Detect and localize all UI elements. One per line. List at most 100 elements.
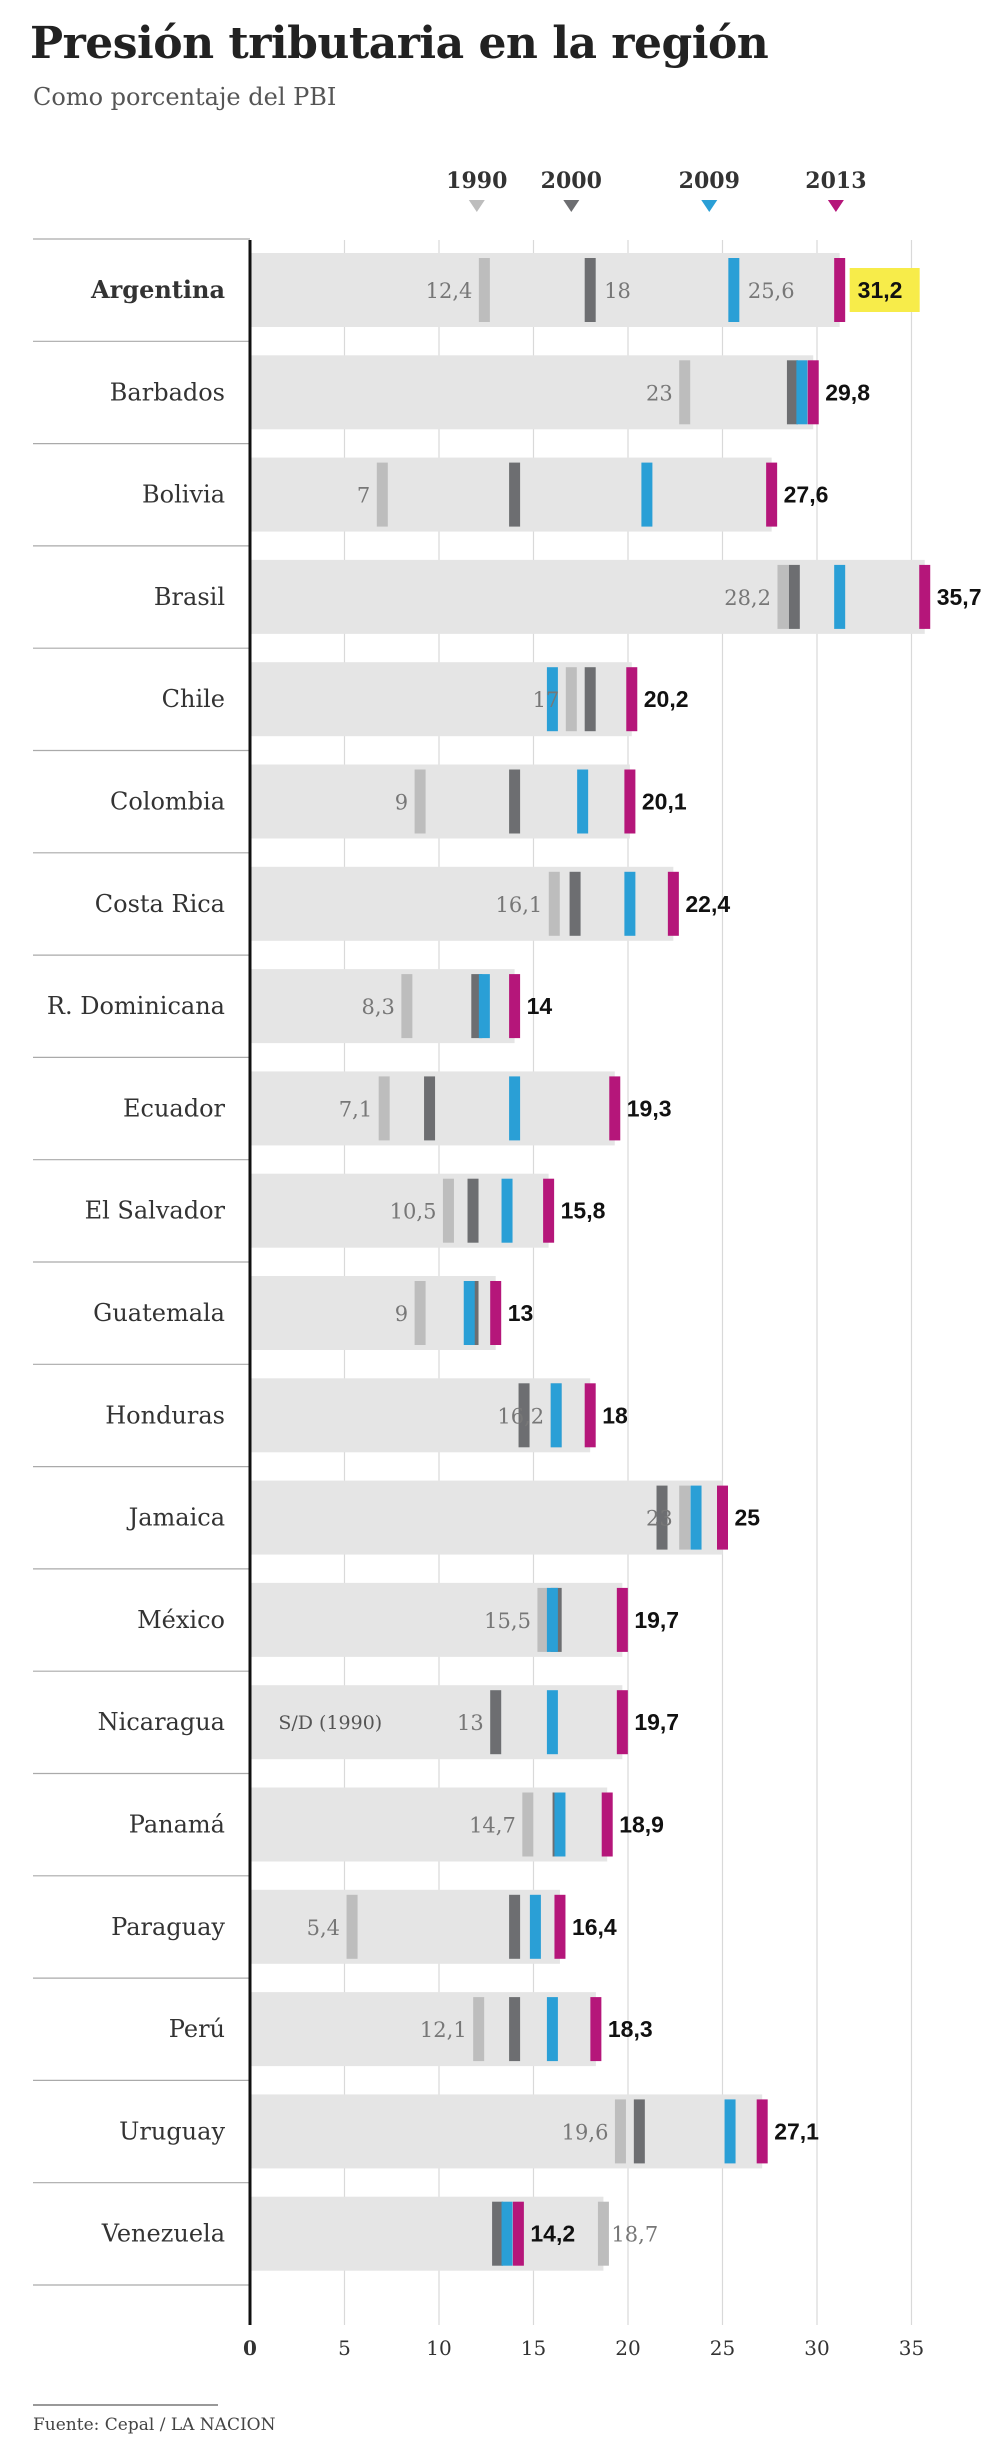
row-bar [250,866,674,941]
value-label-2013: 13 [508,1300,534,1326]
marker-2009 [624,871,636,936]
marker-2013 [834,258,846,322]
marker-2009 [509,1076,521,1141]
country-label: Chile [162,685,225,713]
country-label: Argentina [90,275,225,304]
value-label-1990: 18,7 [611,2223,658,2247]
marker-2000 [467,1178,479,1243]
marker-1990 [565,667,577,732]
country-label: Perú [169,2015,225,2043]
row-bar [250,355,814,430]
value-label-2013: 19,7 [634,1709,679,1735]
marker-1990 [478,258,490,322]
value-label-2013: 15,8 [561,1198,606,1224]
row-bar [250,1685,623,1760]
legend-label: 2013 [805,168,866,194]
marker-2000 [788,564,800,629]
marker-2013 [807,360,819,425]
value-label-2013: 20,1 [642,789,687,815]
marker-1990 [346,1894,358,1959]
country-label: Ecuador [123,1094,226,1122]
row-bar [250,253,840,327]
country-label: México [137,1606,225,1634]
legend-label: 1990 [446,168,507,194]
marker-2000 [492,2201,504,2266]
marker-2000 [518,1383,530,1448]
value-label-2013: 27,6 [784,482,829,508]
row-bar [250,2094,763,2169]
marker-2000 [786,360,798,425]
legend-marker [563,200,580,212]
value-label-1990: 12,4 [426,279,473,303]
x-tick-label: 10 [426,2336,451,2360]
marker-2013 [609,1076,621,1141]
marker-2009 [501,2201,513,2266]
value-label-1990: 7,1 [339,1097,372,1121]
x-tick-label: 35 [899,2336,924,2360]
value-label-1990: 14,7 [469,1814,516,1838]
marker-2013 [717,1485,728,1550]
source-divider [33,2404,218,2406]
row-bar [250,1480,723,1555]
marker-2009 [796,360,808,425]
value-label-2013: 14,2 [530,2221,575,2247]
marker-2013 [590,1997,602,2062]
country-label: Guatemala [93,1299,225,1327]
marker-2009 [577,769,589,834]
marker-2013 [626,667,638,732]
marker-2013 [667,871,679,936]
value-label-1990: 9 [395,1302,408,1326]
value-label-2013: 35,7 [937,584,982,610]
value-label-1990: S/D (1990) [278,1712,382,1734]
row-bar [250,764,630,839]
value-label-2013: 18,9 [619,1812,664,1838]
country-label: Jamaica [126,1504,225,1532]
value-label-1990: 23 [646,1507,673,1531]
marker-2000 [569,871,581,936]
country-label: Bolivia [142,481,225,509]
value-label-2013: 20,2 [644,686,689,712]
marker-2013 [584,1383,596,1448]
marker-1990 [378,1076,390,1141]
marker-2000 [509,1894,521,1959]
marker-2000 [584,258,596,322]
country-label: Paraguay [111,1913,225,1941]
marker-2009 [546,1690,558,1755]
value-label-2013: 19,3 [627,1095,672,1121]
marker-2013 [543,1178,555,1243]
marker-2000 [633,2099,645,2164]
marker-1990 [537,1587,549,1652]
country-label: Nicaragua [98,1708,225,1736]
country-label: Costa Rica [95,890,225,918]
marker-2000 [509,1997,521,2062]
value-label-2009: 25,6 [748,279,795,303]
value-label-2013: 22,4 [685,891,730,917]
value-label-2013: 16,4 [572,1914,617,1940]
marker-2000 [509,769,521,834]
value-label-2013: 19,7 [634,1607,679,1633]
marker-2013 [756,2099,768,2164]
marker-1990 [679,1485,691,1550]
value-label-1990: 12,1 [420,2018,467,2042]
country-label: Brasil [154,583,225,611]
marker-2009 [463,1281,475,1345]
marker-1990 [777,564,789,629]
row-bar [250,1173,549,1248]
row-bar [250,1787,608,1862]
marker-2009 [546,1997,558,2062]
marker-1990 [442,1178,454,1243]
marker-2013 [512,2201,524,2266]
marker-1990 [679,360,691,425]
marker-2013 [554,1894,566,1959]
value-label-2013: 14 [527,993,553,1019]
marker-2009 [546,667,558,732]
marker-2009 [550,1383,562,1448]
legend-marker [827,200,844,212]
marker-1990 [473,1997,485,2062]
value-label-2000: 13 [457,1711,484,1735]
country-label: El Salvador [85,1197,226,1225]
value-label-2013: 29,8 [825,379,870,405]
country-label: Colombia [110,788,225,816]
country-label: Venezuela [101,2220,225,2248]
value-label-2013: 18 [602,1402,628,1428]
